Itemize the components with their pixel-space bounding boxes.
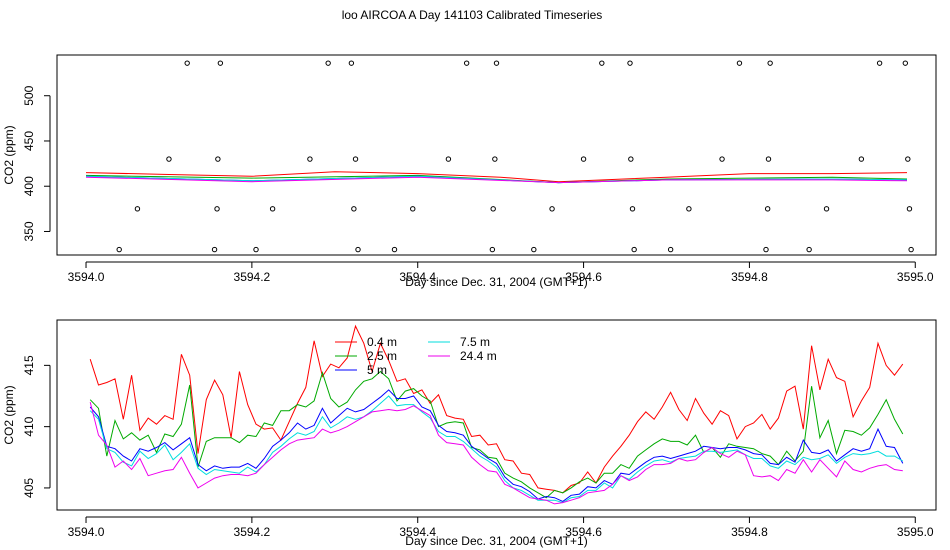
data-point — [906, 206, 913, 212]
data-point — [905, 156, 911, 162]
data-point — [211, 246, 218, 253]
y-tick-label: 410 — [22, 416, 36, 436]
data-point — [217, 60, 224, 66]
x-tick-label: 3594.6 — [565, 270, 602, 284]
data-point — [325, 60, 331, 66]
x-tick-label: 3594.0 — [68, 525, 105, 539]
data-point — [134, 206, 141, 212]
x-tick-label: 3594.2 — [234, 525, 271, 539]
data-point — [463, 60, 470, 66]
series-line-0 — [85, 171, 908, 183]
data-layer — [85, 60, 914, 253]
data-point — [767, 60, 773, 66]
data-point — [352, 156, 359, 162]
y-tick-label: 500 — [22, 85, 36, 105]
data-point — [215, 156, 221, 162]
data-point — [806, 246, 812, 253]
data-point — [631, 246, 637, 253]
series-line-5-m — [89, 389, 904, 502]
data-point — [445, 156, 452, 162]
data-point — [166, 156, 172, 162]
data-point — [531, 246, 537, 253]
data-point — [765, 156, 772, 162]
data-point — [763, 246, 769, 253]
y-tick-label: 350 — [22, 221, 36, 241]
y-tick-label: 450 — [22, 131, 36, 151]
data-point — [628, 156, 634, 162]
y-axis-label: CO2 (ppm) — [2, 125, 16, 184]
plot-frame — [56, 54, 937, 256]
x-tick-label: 3594.0 — [68, 270, 105, 284]
data-point — [391, 246, 398, 253]
x-tick-label: 3594.6 — [565, 525, 602, 539]
data-point — [493, 60, 500, 66]
x-axis-label: Day since Dec. 31, 2004 (GMT+1) — [405, 534, 587, 548]
data-point — [355, 246, 361, 253]
legend-label: 2.5 m — [367, 349, 397, 363]
data-point — [736, 60, 743, 66]
data-point — [489, 246, 496, 253]
y-tick-label: 400 — [22, 176, 36, 196]
data-point — [253, 246, 259, 253]
x-tick-label: 3594.2 — [234, 270, 271, 284]
x-tick-label: 3594.4 — [399, 525, 436, 539]
data-point — [629, 206, 636, 212]
data-point — [549, 206, 555, 212]
legend-label: 5 m — [367, 363, 387, 377]
data-point — [351, 206, 357, 212]
data-point — [719, 156, 725, 162]
data-point — [307, 156, 313, 162]
x-tick-label: 3594.4 — [399, 270, 436, 284]
bottom-panel: 3594.0 3594.2 3594.4 3594.6 3594.8 3595.0 405 4… — [2, 319, 937, 548]
data-point — [764, 206, 771, 212]
x-tick-label: 3595.0 — [897, 270, 934, 284]
y-tick-label: 405 — [22, 478, 36, 498]
x-tick-label: 3594.8 — [731, 270, 768, 284]
x-tick-label: 3595.0 — [897, 525, 934, 539]
series-line-0-4-m — [89, 324, 904, 494]
data-point — [858, 156, 865, 162]
data-point — [269, 206, 276, 212]
data-point — [580, 156, 587, 162]
data-point — [492, 156, 498, 162]
data-point — [902, 60, 909, 66]
series-line-7-5-m — [89, 395, 904, 504]
legend-label: 0.4 m — [367, 335, 397, 349]
chart-title: loo AIRCOA A Day 141103 Calibrated Times… — [342, 8, 603, 22]
series-line-4 — [85, 176, 908, 184]
series-line-2-5-m — [89, 370, 904, 499]
data-point — [876, 60, 883, 66]
legend-label: 24.4 m — [460, 349, 497, 363]
data-point — [214, 206, 220, 212]
data-layer — [89, 324, 904, 505]
data-point — [823, 206, 830, 212]
data-point — [667, 246, 674, 253]
y-axis-label: CO2 (ppm) — [2, 385, 16, 444]
plot-frame — [56, 319, 937, 511]
data-point — [686, 206, 692, 212]
data-point — [184, 60, 190, 66]
series-line-24-4-m — [89, 401, 903, 505]
x-axis-label: Day since Dec. 31, 2004 (GMT+1) — [405, 275, 587, 289]
data-point — [599, 60, 605, 66]
data-point — [627, 60, 633, 66]
legend-label: 7.5 m — [460, 335, 490, 349]
data-point — [908, 246, 914, 253]
y-tick-label: 415 — [22, 355, 36, 375]
data-point — [410, 206, 416, 212]
data-point — [490, 206, 496, 212]
top-panel: 3594.0 3594.2 3594.4 3594.6 3594.8 3595.0 350 4… — [2, 54, 937, 289]
data-point — [116, 246, 122, 253]
x-tick-label: 3594.8 — [731, 525, 768, 539]
data-point — [348, 60, 355, 66]
